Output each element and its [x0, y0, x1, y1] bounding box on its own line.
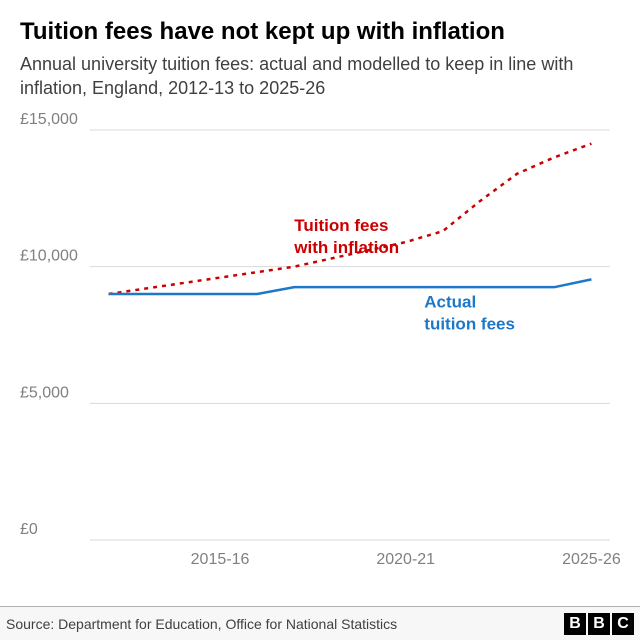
bbc-logo-letter: B: [564, 613, 586, 635]
x-tick-label: 2015-16: [191, 551, 250, 568]
chart-subtitle: Annual university tuition fees: actual a…: [20, 52, 620, 101]
chart-container: Tuition fees have not kept up with infla…: [0, 0, 640, 640]
y-tick-label: £0: [20, 521, 38, 538]
source-text: Source: Department for Education, Office…: [6, 616, 397, 632]
bbc-logo: B B C: [564, 613, 634, 635]
chart-title: Tuition fees have not kept up with infla…: [20, 18, 620, 47]
series-label-inflation: with inflation: [293, 238, 399, 257]
series-label-inflation: Tuition fees: [294, 216, 388, 235]
y-tick-label: £15,000: [20, 111, 78, 128]
series-label-actual: Actual: [424, 293, 476, 312]
series-actual: [109, 279, 592, 294]
plot-svg: £0£5,000£10,000£15,0002015-162020-212025…: [20, 120, 620, 575]
x-tick-label: 2020-21: [376, 551, 435, 568]
y-tick-label: £10,000: [20, 248, 78, 265]
footer: Source: Department for Education, Office…: [0, 606, 640, 640]
bbc-logo-letter: C: [612, 613, 634, 635]
bbc-logo-letter: B: [588, 613, 610, 635]
x-tick-label: 2025-26: [562, 551, 621, 568]
plot-area: £0£5,000£10,000£15,0002015-162020-212025…: [20, 120, 620, 575]
y-tick-label: £5,000: [20, 384, 69, 401]
series-label-actual: tuition fees: [424, 315, 515, 334]
